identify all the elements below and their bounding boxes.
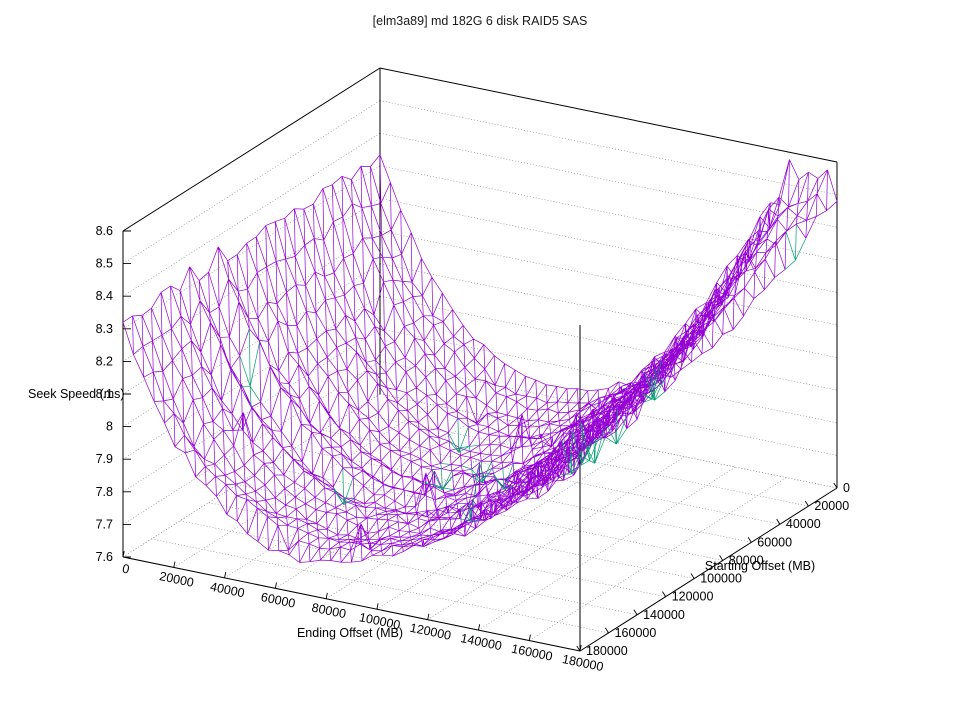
svg-text:0: 0: [843, 481, 850, 495]
svg-text:8.5: 8.5: [96, 257, 113, 271]
svg-text:160000: 160000: [615, 626, 657, 640]
svg-text:8.4: 8.4: [96, 289, 113, 303]
svg-text:Ending Offset (MB): Ending Offset (MB): [297, 626, 403, 640]
svg-text:140000: 140000: [643, 608, 685, 622]
svg-text:180000: 180000: [586, 644, 628, 658]
svg-text:160000: 160000: [510, 642, 554, 664]
svg-text:0: 0: [121, 562, 131, 577]
svg-text:80000: 80000: [310, 601, 347, 622]
svg-text:Seek Speed (ms): Seek Speed (ms): [28, 387, 125, 401]
svg-text:100000: 100000: [700, 572, 742, 586]
svg-text:8.2: 8.2: [96, 354, 113, 368]
svg-text:140000: 140000: [459, 631, 503, 653]
svg-text:120000: 120000: [672, 590, 714, 604]
svg-text:Starting Offset (MB): Starting Offset (MB): [705, 559, 815, 573]
svg-text:40000: 40000: [209, 580, 246, 601]
svg-text:40000: 40000: [786, 517, 821, 531]
svg-text:7.6: 7.6: [96, 550, 113, 564]
svg-text:20000: 20000: [158, 569, 195, 590]
svg-text:7.7: 7.7: [96, 517, 113, 531]
svg-text:7.9: 7.9: [96, 452, 113, 466]
svg-text:20000: 20000: [814, 499, 849, 513]
svg-text:7.8: 7.8: [96, 485, 113, 499]
svg-text:8.6: 8.6: [96, 224, 113, 238]
svg-text:120000: 120000: [409, 621, 453, 643]
svg-text:60000: 60000: [260, 590, 297, 611]
svg-text:60000: 60000: [757, 535, 792, 549]
svg-text:8: 8: [106, 420, 113, 434]
svg-text:8.3: 8.3: [96, 322, 113, 336]
